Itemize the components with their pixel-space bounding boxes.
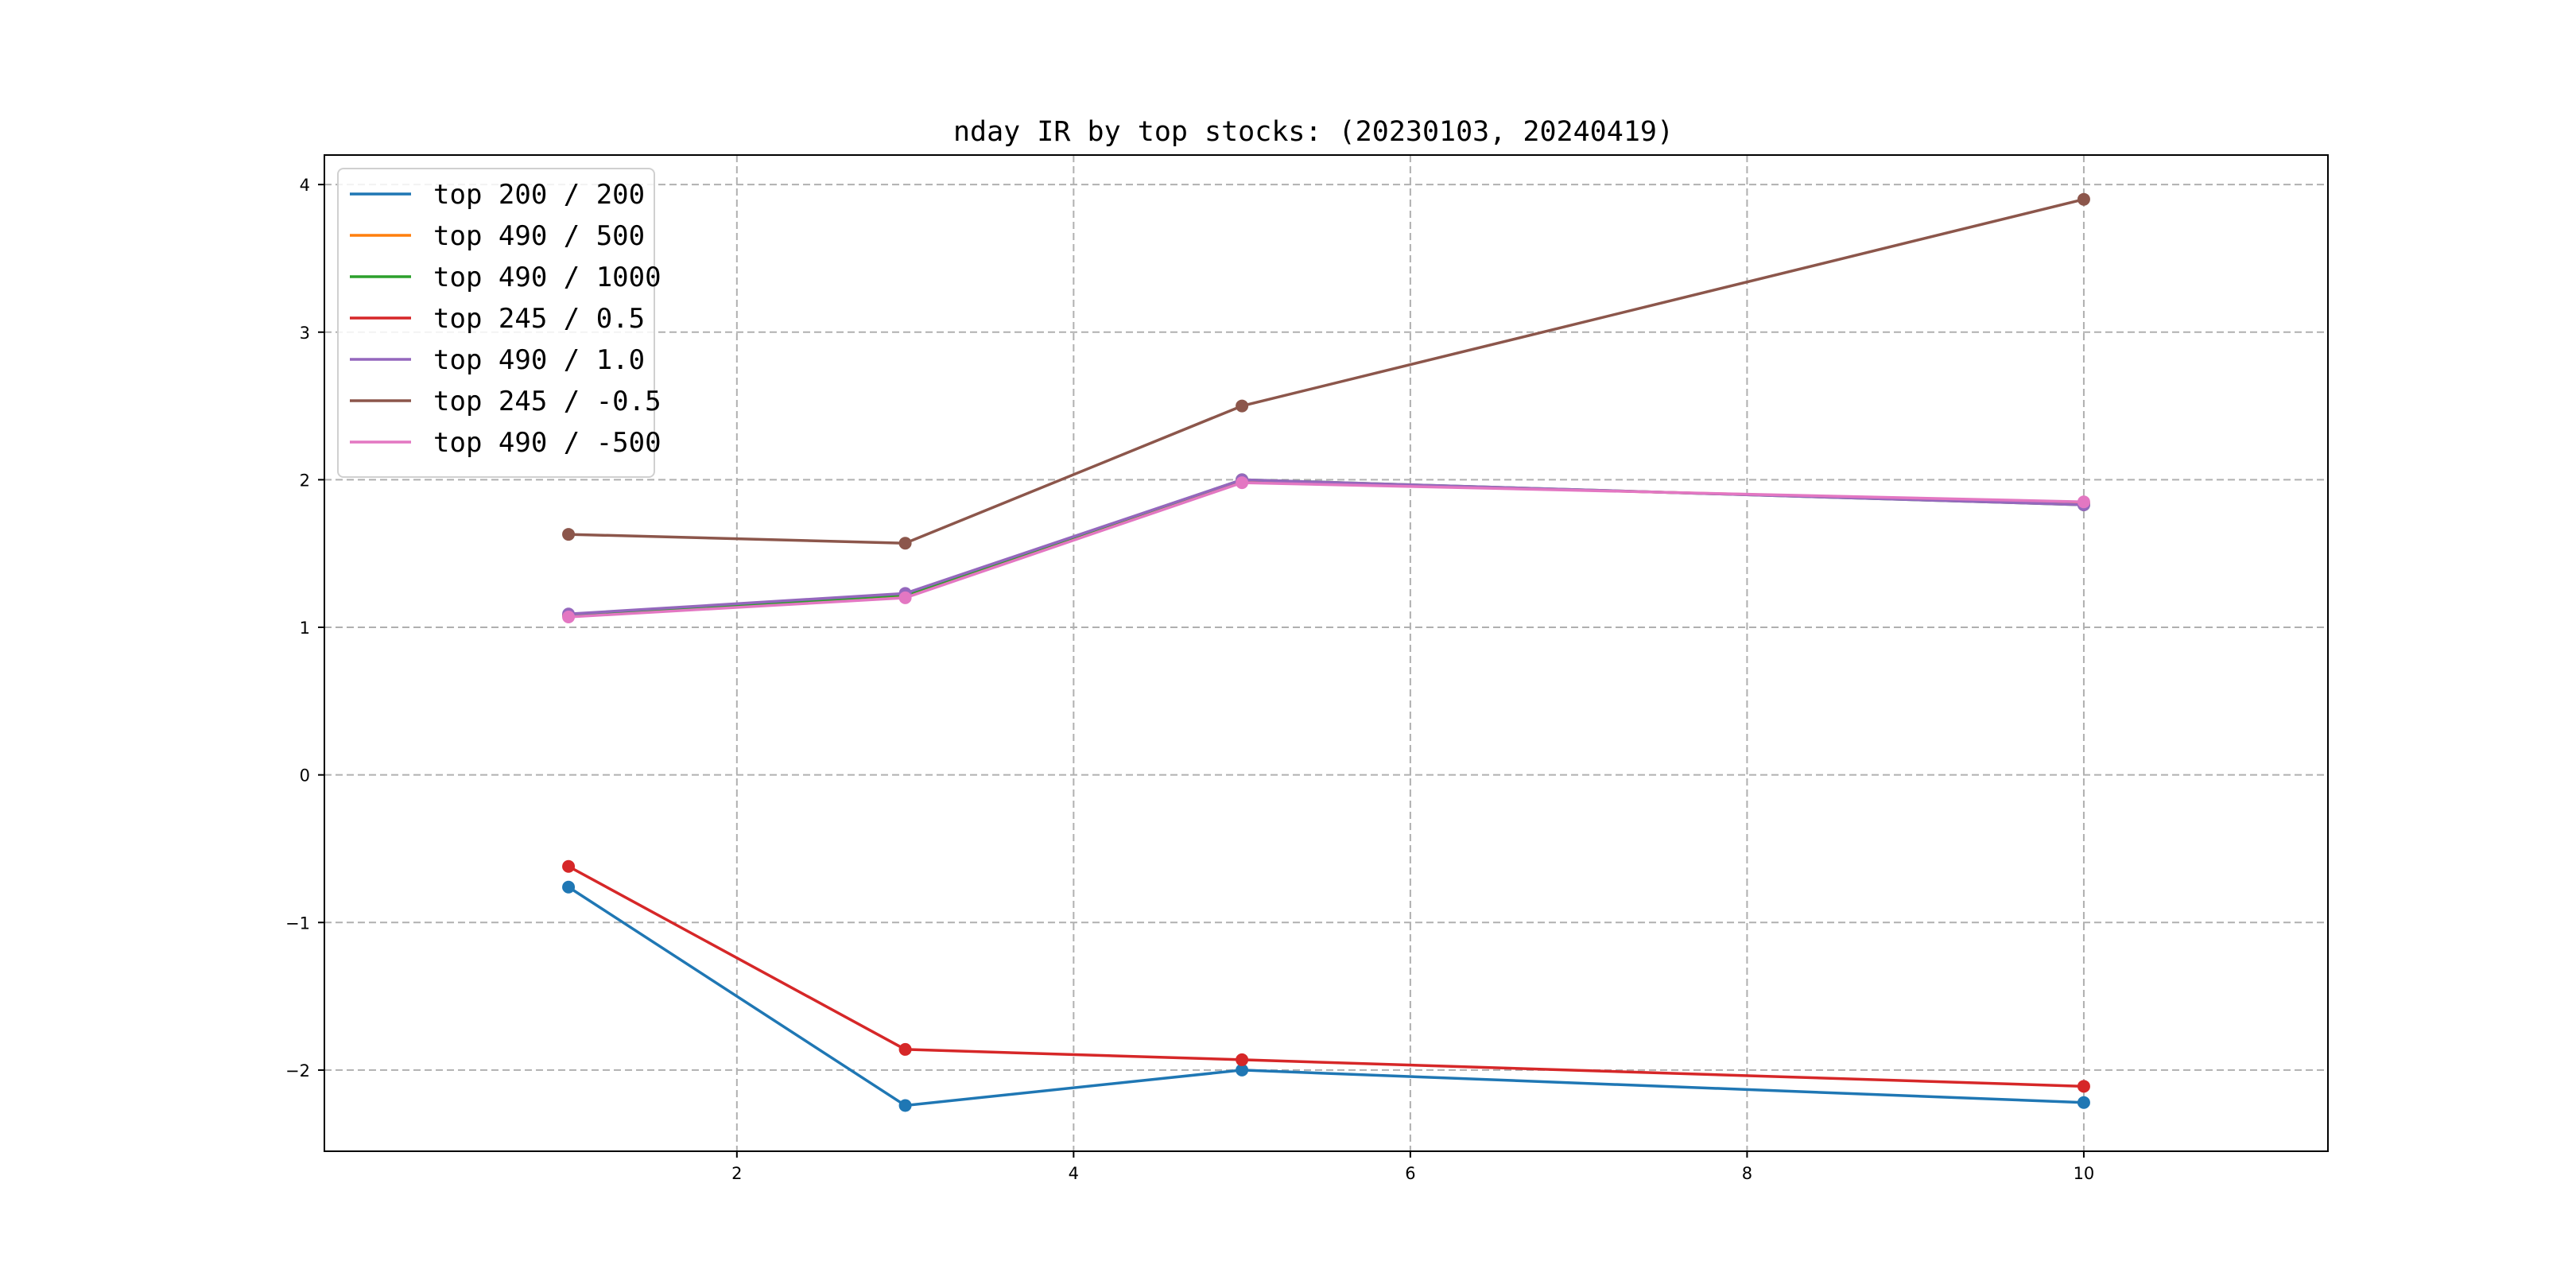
- data-point: [1236, 1053, 1249, 1066]
- y-tick-label: 3: [300, 324, 310, 343]
- legend-entry: top 245 / -0.5: [350, 386, 661, 417]
- x-tick-label: 2: [731, 1164, 742, 1183]
- legend-entry: top 245 / 0.5: [350, 303, 645, 335]
- legend-entry: top 200 / 200: [350, 179, 645, 211]
- data-point: [1236, 399, 1249, 413]
- data-point: [562, 880, 576, 894]
- y-tick-label: 0: [300, 766, 310, 786]
- data-point: [898, 1099, 912, 1112]
- legend: top 200 / 200 top 490 / 500 top 490 / 1000…: [337, 168, 661, 478]
- legend-label: top 490 / 500: [433, 220, 645, 252]
- legend-box: [337, 168, 655, 478]
- legend-label: top 245 / 0.5: [433, 303, 645, 335]
- data-point: [898, 591, 912, 604]
- series-line: [568, 865, 2084, 1088]
- y-tick-label: 4: [300, 176, 310, 195]
- y-tick-label: −1: [285, 914, 310, 933]
- y-tick-label: −2: [285, 1061, 310, 1080]
- x-tick-label: 4: [1069, 1164, 1079, 1183]
- series-0: [562, 880, 2090, 1112]
- y-tick-label: 2: [300, 471, 310, 490]
- legend-label: top 490 / 1000: [433, 262, 661, 293]
- legend-entry: top 490 / 1000: [350, 262, 661, 293]
- plot-area-frame: [324, 154, 2329, 1152]
- data-point: [2077, 495, 2090, 509]
- series-5: [562, 192, 2090, 550]
- y-tick-label: 1: [300, 619, 310, 638]
- series-line: [568, 481, 2084, 619]
- data-point: [1236, 476, 1249, 490]
- data-point: [2077, 1080, 2090, 1093]
- series-6: [562, 476, 2090, 624]
- x-tick-label: 8: [1742, 1164, 1752, 1183]
- data-point: [562, 859, 576, 873]
- series-3: [562, 859, 2090, 1093]
- legend-entry: top 490 / 500: [350, 220, 645, 252]
- series-group: [562, 192, 2090, 1112]
- data-point: [898, 1042, 912, 1056]
- series-line: [568, 886, 2085, 1108]
- axis-ticks: 2 4 6 8 10 −2 −1 0 1 2 3 4: [285, 176, 2094, 1183]
- data-point: [1236, 1063, 1249, 1077]
- x-tick-label: 10: [2074, 1164, 2095, 1183]
- legend-label: top 490 / 1.0: [433, 344, 645, 376]
- data-point: [2077, 1096, 2090, 1109]
- x-tick-label: 6: [1405, 1164, 1415, 1183]
- chart-title: nday IR by top stocks: (20230103, 202404…: [953, 116, 1674, 148]
- data-point: [562, 528, 576, 541]
- series-line: [568, 197, 2085, 545]
- data-point: [2077, 192, 2090, 206]
- data-point: [898, 537, 912, 550]
- gridlines: [324, 155, 2328, 1151]
- legend-label: top 490 / -500: [433, 427, 661, 459]
- data-point: [562, 611, 576, 624]
- legend-entry: top 490 / -500: [350, 427, 661, 459]
- legend-label: top 200 / 200: [433, 179, 645, 211]
- legend-entry: top 490 / 1.0: [350, 344, 645, 376]
- legend-label: top 245 / -0.5: [433, 386, 661, 417]
